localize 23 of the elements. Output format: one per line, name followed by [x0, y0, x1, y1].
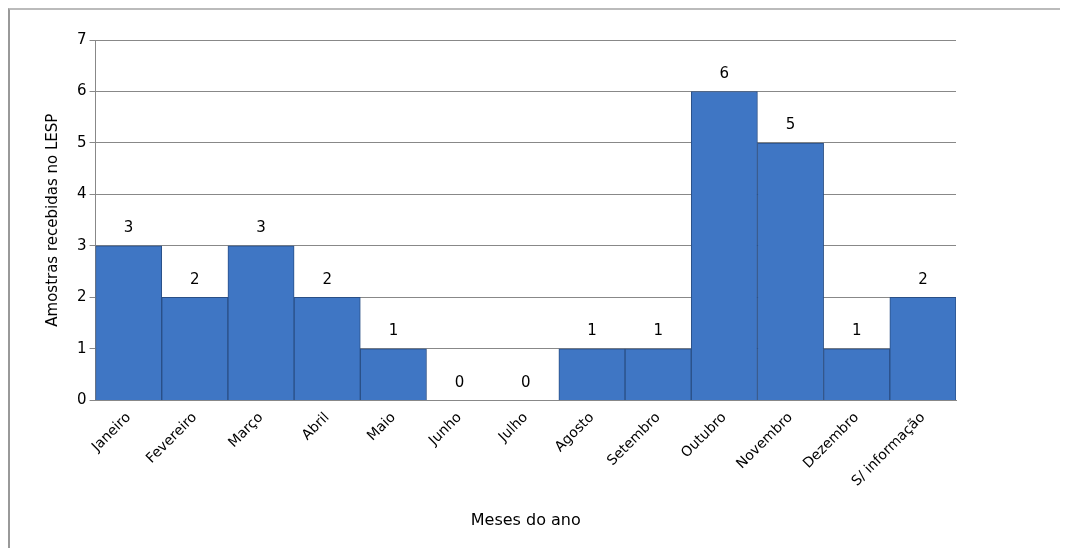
data-label: 0 — [454, 372, 465, 391]
y-tick-label: 1 — [77, 338, 87, 357]
data-label: 2 — [918, 269, 928, 288]
y-tick-label: 6 — [77, 81, 87, 100]
data-label: 1 — [388, 321, 399, 340]
x-axis-title: Meses do ano — [470, 509, 581, 529]
y-tick-label: 0 — [77, 390, 87, 409]
data-label: 2 — [322, 269, 332, 288]
data-label: 3 — [256, 218, 266, 237]
y-tick-label: 7 — [77, 29, 87, 48]
data-label: 5 — [785, 115, 796, 134]
y-tick-label: 5 — [77, 132, 87, 151]
y-tick-label: 2 — [77, 287, 87, 306]
y-axis-title: Amostras recebidas no LESP — [42, 113, 61, 327]
data-label: 1 — [587, 321, 597, 340]
data-label: 0 — [521, 372, 531, 391]
y-tick-label: 4 — [77, 184, 87, 203]
data-label: 1 — [851, 321, 862, 340]
data-label: 1 — [653, 321, 663, 340]
data-label: 2 — [190, 269, 200, 288]
y-tick-label: 3 — [77, 235, 87, 254]
data-label: 6 — [719, 63, 730, 82]
data-label: 3 — [123, 218, 134, 237]
